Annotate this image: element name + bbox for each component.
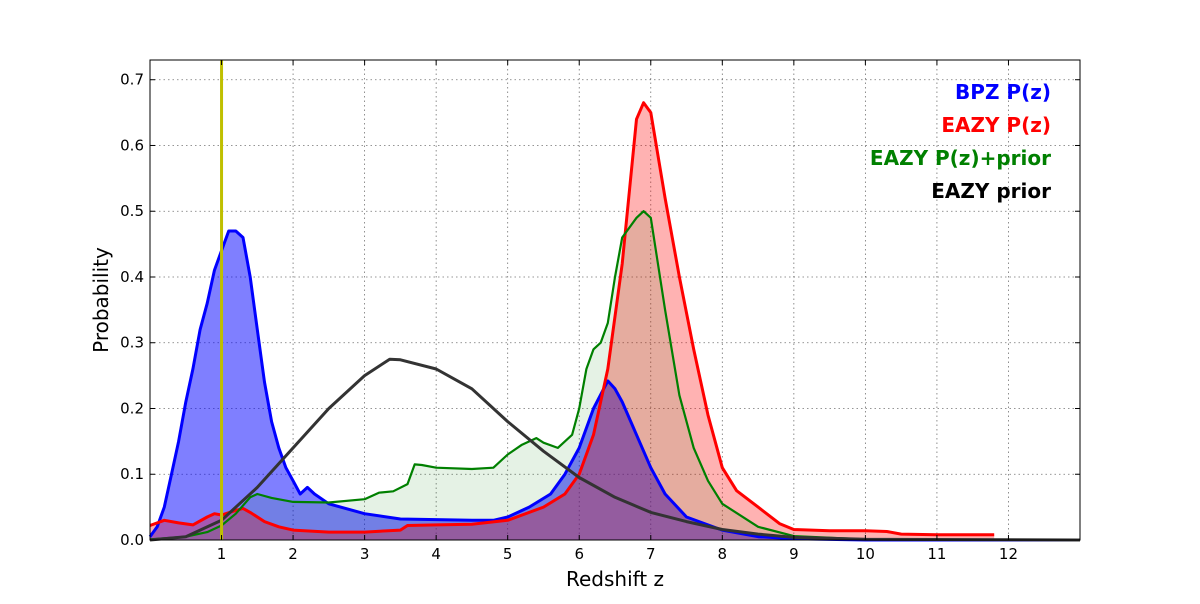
y-tick-label: 0.2: [120, 399, 144, 417]
y-tick-label: 0.4: [120, 268, 144, 286]
plot-frame: [149, 59, 1081, 541]
series-line-1: [149, 101, 995, 537]
x-tick-label: 1: [217, 545, 227, 563]
legend-entry-2: EAZY P(z)+prior: [870, 146, 1051, 170]
legend: BPZ P(z) EAZY P(z) EAZY P(z)+prior EAZY pri…: [870, 80, 1051, 203]
x-tick-label: 12: [999, 545, 1018, 563]
y-tick-label: 0.6: [120, 136, 144, 154]
x-tick-label: 10: [856, 545, 875, 563]
y-tick-label: 0.5: [120, 202, 144, 220]
y-tick-label: 0.1: [120, 465, 144, 483]
legend-entry-0: BPZ P(z): [955, 80, 1051, 104]
x-tick-label: 11: [927, 545, 946, 563]
series-line-2: [149, 210, 1081, 542]
y-tick-label: 0.3: [120, 334, 144, 352]
x-tick-label: 5: [503, 545, 513, 563]
x-tick-label: 3: [360, 545, 370, 563]
y-tick-label: 0.0: [120, 531, 144, 549]
series-lines: [148, 101, 1081, 542]
legend-entry-3: EAZY prior: [931, 179, 1051, 203]
x-tick-label: 6: [574, 545, 584, 563]
axis-ticks: 1 2 3 4 5 6 7 8 9 10 11 120.00.10.20.30.40.50.60.7: [120, 60, 1080, 563]
x-tick-label: 2: [288, 545, 298, 563]
x-tick-label: 8: [718, 545, 728, 563]
x-axis-title: Redshift z: [566, 567, 664, 591]
x-tick-label: 4: [431, 545, 441, 563]
y-axis-title: Probability: [89, 247, 113, 353]
x-tick-label: 9: [789, 545, 799, 563]
x-tick-label: 7: [646, 545, 656, 563]
series-line-0: [148, 229, 1080, 542]
series-line-3: [149, 357, 1081, 542]
series-area-2: [150, 211, 1080, 540]
legend-entry-1: EAZY P(z): [941, 113, 1051, 137]
y-tick-label: 0.7: [120, 71, 144, 89]
